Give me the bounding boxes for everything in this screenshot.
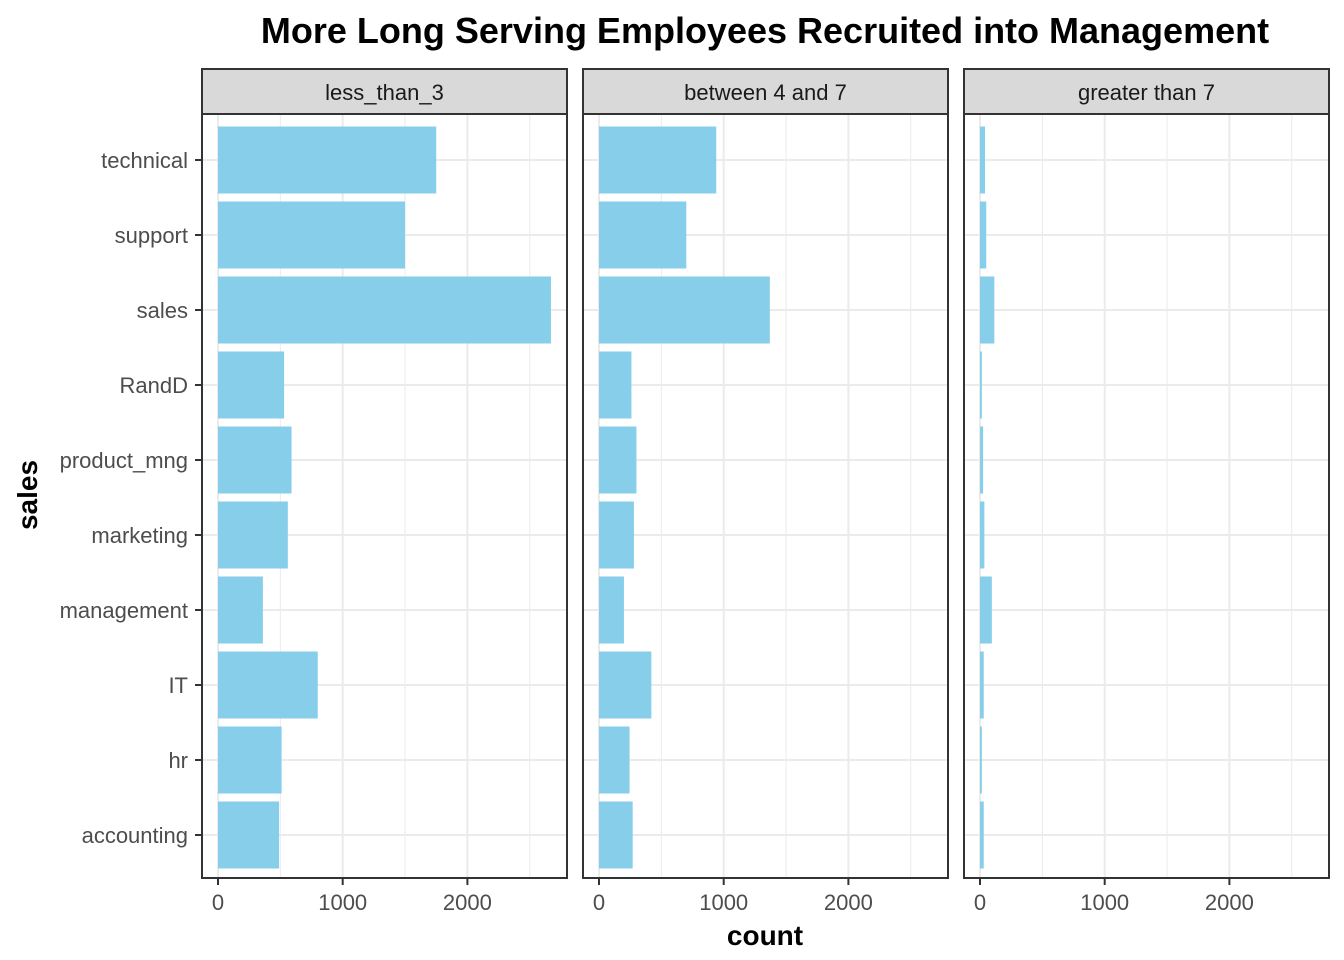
x-tick-label: 0: [212, 890, 224, 915]
y-tick-label-hr: hr: [168, 748, 188, 773]
bar-IT: [599, 651, 652, 719]
x-tick-label: 0: [974, 890, 986, 915]
bar-management: [599, 576, 624, 644]
bar-hr: [599, 726, 630, 794]
panel-less_than_3: less_than_3 0 1000 2000: [201, 68, 568, 915]
bar-sales: [980, 276, 995, 344]
bar-accounting: [980, 801, 984, 869]
x-tick-label: 2000: [1205, 890, 1254, 915]
y-tick-label-management: management: [60, 598, 188, 623]
facet-label: greater than 7: [1078, 80, 1215, 105]
facet-strip: [201, 68, 568, 115]
bar-sales: [218, 276, 551, 344]
panel-greater-than-7: greater than 7 0 1000 2000: [963, 68, 1330, 915]
y-tick-label-sales: sales: [137, 298, 188, 323]
bar-IT: [218, 651, 318, 719]
y-tick-label-marketing: marketing: [91, 523, 188, 548]
bar-RandD: [980, 351, 982, 419]
x-axis-title: count: [727, 920, 803, 951]
bar-accounting: [599, 801, 633, 869]
y-axis-title: sales: [12, 460, 43, 530]
x-tick-label: 0: [593, 890, 605, 915]
facet-label: between 4 and 7: [684, 80, 847, 105]
bar-marketing: [599, 501, 634, 569]
bar-sales: [599, 276, 770, 344]
x-tick-label: 2000: [824, 890, 873, 915]
y-tick-label-product_mng: product_mng: [60, 448, 188, 473]
bar-support: [218, 201, 406, 269]
y-tick-labels: technical support sales RandD product_mngmar…: [60, 148, 202, 848]
bar-technical: [599, 126, 717, 194]
bar-product_mng: [218, 426, 292, 494]
x-tick-label: 1000: [699, 890, 748, 915]
bar-product_mng: [980, 426, 984, 494]
bar-marketing: [980, 501, 985, 569]
y-tick-label-technical: technical: [101, 148, 188, 173]
bar-marketing: [218, 501, 288, 569]
x-tick-label: 2000: [443, 890, 492, 915]
bar-management: [218, 576, 263, 644]
panels: less_than_3 0 1000 2000 between 4 and 7 0 1000…: [201, 68, 1330, 915]
bar-hr: [980, 726, 982, 794]
facet-strip: [582, 68, 949, 115]
bar-technical: [218, 126, 437, 194]
panel-between-4-and-7: between 4 and 7 0 1000 2000: [582, 68, 949, 915]
y-tick-label-RandD: RandD: [120, 373, 188, 398]
bar-support: [599, 201, 687, 269]
bar-management: [980, 576, 992, 644]
bar-product_mng: [599, 426, 637, 494]
x-tick-label: 1000: [1080, 890, 1129, 915]
y-tick-label-support: support: [115, 223, 188, 248]
x-tick-label: 1000: [318, 890, 367, 915]
bar-RandD: [218, 351, 285, 419]
facet-label: less_than_3: [325, 80, 444, 105]
bar-IT: [980, 651, 984, 719]
bar-technical: [980, 126, 985, 194]
panel-background: [964, 114, 1329, 878]
bar-support: [980, 201, 987, 269]
y-tick-label-accounting: accounting: [82, 823, 188, 848]
bar-hr: [218, 726, 282, 794]
bar-accounting: [218, 801, 280, 869]
chart-title: More Long Serving Employees Recruited in…: [261, 10, 1269, 51]
facet-strip: [963, 68, 1330, 115]
bar-RandD: [599, 351, 632, 419]
y-tick-label-IT: IT: [168, 673, 188, 698]
